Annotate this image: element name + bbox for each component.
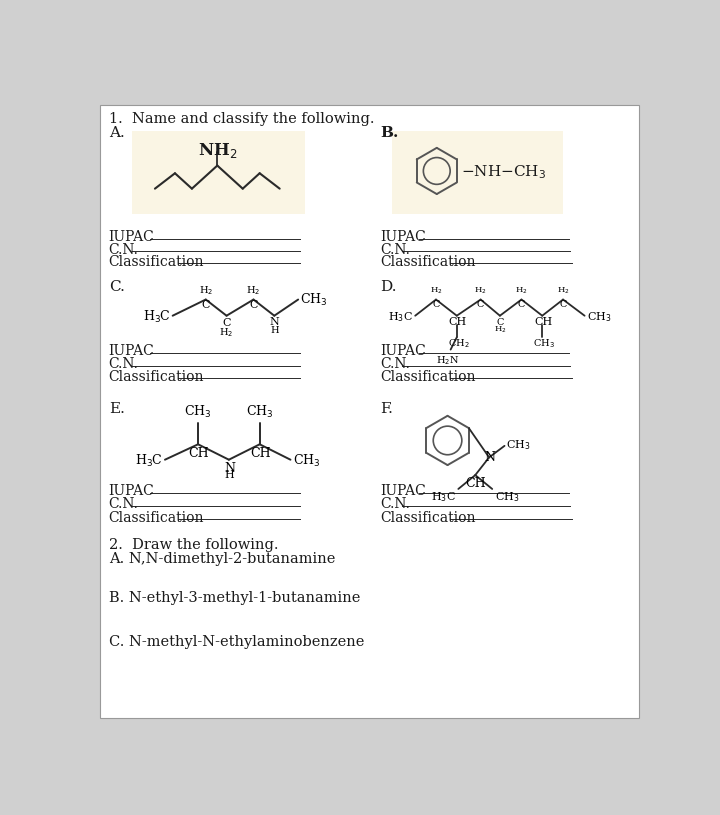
Text: 1.  Name and classify the following.: 1. Name and classify the following. xyxy=(109,112,374,126)
Text: C: C xyxy=(518,300,525,310)
Text: Classification: Classification xyxy=(109,510,204,525)
Text: C.N.: C.N. xyxy=(381,243,410,257)
Text: C: C xyxy=(249,300,258,311)
Text: H: H xyxy=(225,470,235,481)
Text: N: N xyxy=(224,462,235,475)
Text: NH$_2$: NH$_2$ xyxy=(198,141,237,160)
Text: H$_2$: H$_2$ xyxy=(430,286,442,297)
Text: H$_2$: H$_2$ xyxy=(557,286,570,297)
Text: B. N-ethyl-3-methyl-1-butanamine: B. N-ethyl-3-methyl-1-butanamine xyxy=(109,591,360,605)
Text: A. N,N-dimethyl-2-butanamine: A. N,N-dimethyl-2-butanamine xyxy=(109,552,335,566)
Text: H$_2$N: H$_2$N xyxy=(436,355,459,367)
FancyBboxPatch shape xyxy=(392,131,563,214)
Text: Classification: Classification xyxy=(109,255,204,269)
Text: C.: C. xyxy=(109,280,125,293)
Text: E.: E. xyxy=(109,402,125,416)
FancyBboxPatch shape xyxy=(99,105,639,718)
Text: CH$_3$: CH$_3$ xyxy=(300,292,328,307)
Text: CH: CH xyxy=(189,447,209,460)
Text: CH$_3$: CH$_3$ xyxy=(506,438,531,452)
Text: C: C xyxy=(202,300,210,311)
Text: IUPAC: IUPAC xyxy=(381,344,426,359)
Text: C: C xyxy=(559,300,567,310)
Text: CH$_3$: CH$_3$ xyxy=(587,311,611,324)
Text: C.N.: C.N. xyxy=(109,357,139,372)
Text: Classification: Classification xyxy=(381,370,476,384)
Text: IUPAC: IUPAC xyxy=(381,231,426,244)
Text: Classification: Classification xyxy=(381,510,476,525)
Text: H$_3$C: H$_3$C xyxy=(135,453,163,469)
Text: A.: A. xyxy=(109,126,125,140)
Text: C: C xyxy=(432,300,440,310)
Text: Classification: Classification xyxy=(381,255,476,269)
Text: B.: B. xyxy=(381,126,399,140)
Text: CH: CH xyxy=(250,447,271,460)
Text: CH$_3$: CH$_3$ xyxy=(246,403,274,420)
Text: IUPAC: IUPAC xyxy=(109,484,155,498)
Text: H$_2$: H$_2$ xyxy=(474,286,487,297)
Text: D.: D. xyxy=(381,280,397,293)
Text: N: N xyxy=(485,451,495,464)
Text: C: C xyxy=(496,318,503,327)
Text: C: C xyxy=(222,318,231,328)
Text: Classification: Classification xyxy=(109,370,204,384)
Text: H$_3$C: H$_3$C xyxy=(388,311,413,324)
Text: H$_3$C: H$_3$C xyxy=(431,491,456,504)
Text: H$_2$: H$_2$ xyxy=(199,284,213,297)
Text: H$_2$: H$_2$ xyxy=(494,325,506,336)
Text: IUPAC: IUPAC xyxy=(109,231,155,244)
Text: $-$NH$-$CH$_3$: $-$NH$-$CH$_3$ xyxy=(462,163,546,181)
Text: IUPAC: IUPAC xyxy=(109,344,155,359)
Text: CH$_3$: CH$_3$ xyxy=(533,337,554,350)
Text: C.N.: C.N. xyxy=(109,497,139,512)
Text: CH$_3$: CH$_3$ xyxy=(495,491,519,504)
Text: CH$_2$: CH$_2$ xyxy=(448,337,469,350)
FancyBboxPatch shape xyxy=(132,131,305,214)
Text: C.N.: C.N. xyxy=(381,357,410,372)
Text: CH: CH xyxy=(449,317,467,328)
Text: C: C xyxy=(477,300,485,310)
Text: C.N.: C.N. xyxy=(381,497,410,512)
Text: H: H xyxy=(270,326,279,335)
Text: CH: CH xyxy=(465,478,485,491)
Text: CH: CH xyxy=(534,317,552,328)
Text: C. N-methyl-N-ethylaminobenzene: C. N-methyl-N-ethylaminobenzene xyxy=(109,635,364,650)
Text: H$_3$C: H$_3$C xyxy=(143,309,171,325)
Text: IUPAC: IUPAC xyxy=(381,484,426,498)
Text: H$_2$: H$_2$ xyxy=(220,326,233,338)
Text: CH$_3$: CH$_3$ xyxy=(184,403,212,420)
Text: H$_2$: H$_2$ xyxy=(246,284,261,297)
Text: C.N.: C.N. xyxy=(109,243,139,257)
Text: 2.  Draw the following.: 2. Draw the following. xyxy=(109,538,278,553)
Text: F.: F. xyxy=(381,402,393,416)
Text: H$_2$: H$_2$ xyxy=(516,286,528,297)
Text: CH$_3$: CH$_3$ xyxy=(293,453,320,469)
Text: N: N xyxy=(269,317,279,328)
